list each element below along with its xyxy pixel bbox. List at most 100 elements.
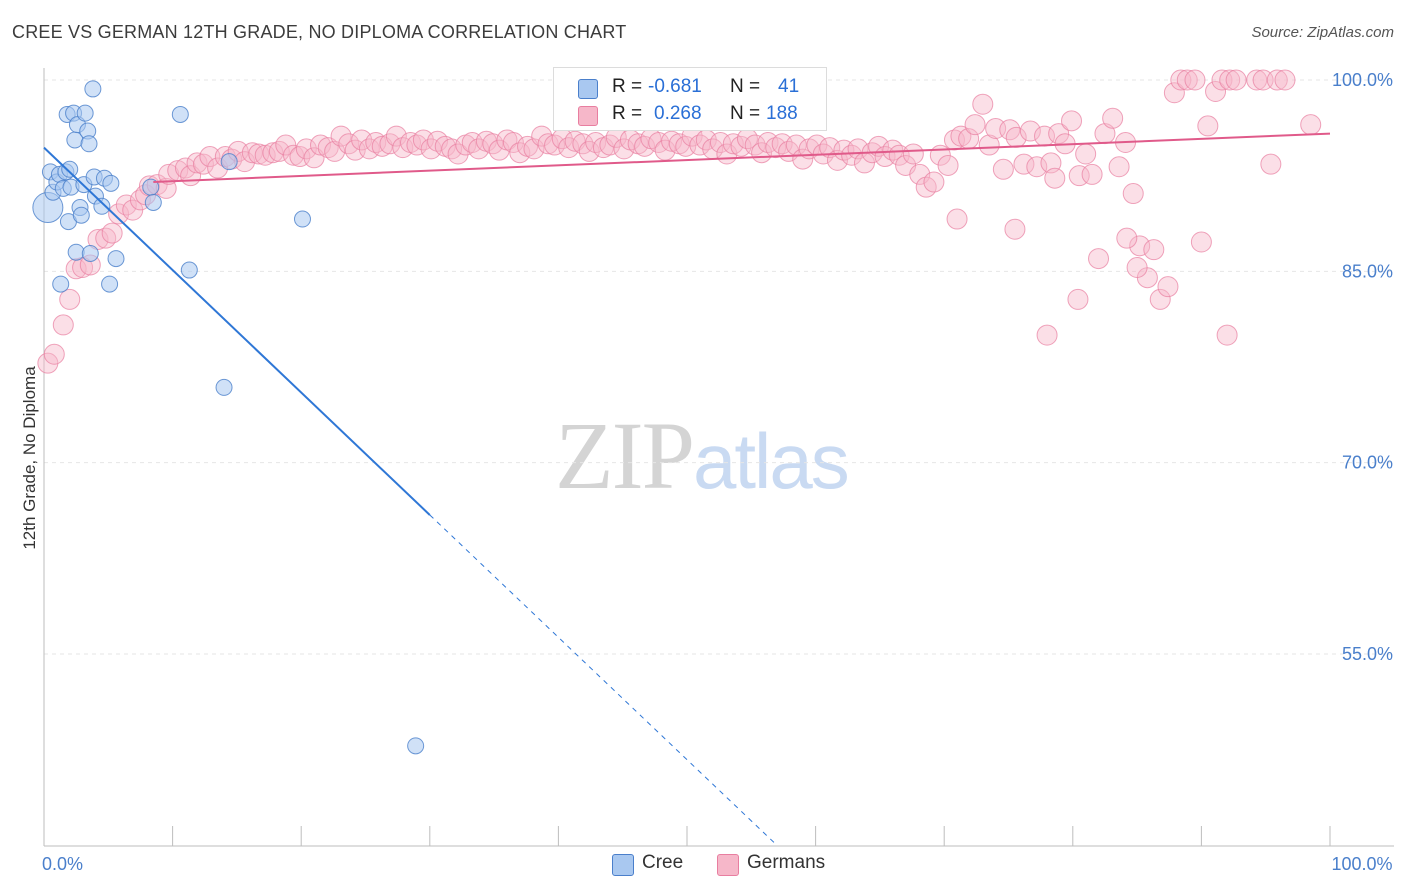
german-point xyxy=(722,133,744,155)
cree-point xyxy=(52,275,70,293)
cree-point xyxy=(171,105,189,123)
german-point xyxy=(1274,69,1296,91)
german-point xyxy=(523,138,545,160)
german-point xyxy=(338,133,360,155)
german-point xyxy=(1061,110,1083,132)
german-point xyxy=(1048,123,1070,145)
germans-swatch xyxy=(578,106,598,126)
y-tick-label: 70.0% xyxy=(1342,453,1393,473)
german-point xyxy=(1122,183,1144,205)
german-point xyxy=(1004,218,1026,240)
cree-point xyxy=(144,193,162,211)
cree-point xyxy=(67,243,85,261)
german-point xyxy=(330,125,352,147)
german-point xyxy=(59,288,81,310)
cree-point xyxy=(407,737,425,755)
cree-point xyxy=(93,197,111,215)
legend-row-cree: R = -0.681 N = 41 xyxy=(554,73,826,101)
cree-r-label: R = xyxy=(612,76,643,97)
german-point xyxy=(1044,167,1066,189)
german-point xyxy=(358,138,380,160)
cree-point xyxy=(61,160,79,178)
cree-point xyxy=(180,261,198,279)
source-label: Source: ZipAtlas.com xyxy=(1251,24,1394,41)
german-point xyxy=(923,171,945,193)
bottom-germans-label: Germans xyxy=(747,852,826,873)
cree-point xyxy=(80,135,98,153)
german-point xyxy=(1036,324,1058,346)
german-point xyxy=(282,144,304,166)
correlation-legend: R = -0.681 N = 41 R = 0.268 N = 188 xyxy=(553,67,827,131)
german-point xyxy=(351,129,373,151)
german-point xyxy=(1116,227,1138,249)
german-point xyxy=(1126,257,1148,279)
german-point xyxy=(101,222,123,244)
cree-trend-extension xyxy=(429,514,778,846)
legend-row-germans: R = 0.268 N = 188 xyxy=(554,100,826,128)
x-tick-label: 100.0% xyxy=(1331,854,1392,874)
cree-points xyxy=(32,80,425,755)
german-point xyxy=(1246,69,1268,91)
german-point xyxy=(937,154,959,176)
x-tick-label: 0.0% xyxy=(42,854,83,874)
german-point xyxy=(826,149,848,171)
german-point xyxy=(385,125,407,147)
axis-layer xyxy=(43,68,1394,847)
german-point xyxy=(902,143,924,165)
german-point xyxy=(1225,69,1247,91)
german-point xyxy=(468,138,490,160)
german-point xyxy=(1149,288,1171,310)
german-point xyxy=(262,142,284,164)
cree-point xyxy=(101,275,119,293)
german-point xyxy=(52,314,74,336)
german-point xyxy=(1026,156,1048,178)
german-point xyxy=(1088,248,1110,270)
german-point xyxy=(309,134,331,156)
cree-trend-line xyxy=(43,146,431,516)
german-point xyxy=(1108,156,1130,178)
german-point xyxy=(371,135,393,157)
watermark-atlas: atlas xyxy=(693,417,850,505)
y-axis-label: 12th Grade, No Diploma xyxy=(20,366,39,550)
german-point xyxy=(1081,163,1103,185)
german-point xyxy=(502,132,524,154)
german-point xyxy=(199,146,221,168)
cree-point xyxy=(81,244,99,262)
german-point xyxy=(558,137,580,159)
bottom-germans-swatch xyxy=(717,854,739,876)
german-point xyxy=(1163,82,1185,104)
german-point xyxy=(765,137,787,159)
german-point xyxy=(1075,143,1097,165)
german-point xyxy=(978,134,1000,156)
german-point xyxy=(972,93,994,115)
german-point xyxy=(819,137,841,159)
trend-layer xyxy=(43,132,1331,846)
german-point xyxy=(254,144,276,166)
chart-title: CREE VS GERMAN 12TH GRADE, NO DIPLOMA CO… xyxy=(12,22,627,42)
german-point xyxy=(186,152,208,174)
german-point xyxy=(992,158,1014,180)
german-point xyxy=(1216,324,1238,346)
cree-r-value: -0.681 xyxy=(648,76,702,97)
german-point xyxy=(1102,107,1124,129)
bottom-cree-swatch xyxy=(612,854,634,876)
cree-swatch xyxy=(578,79,598,99)
german-point xyxy=(303,147,325,169)
cree-n-label: N = xyxy=(730,76,761,97)
cree-point xyxy=(102,174,120,192)
german-point xyxy=(43,343,65,365)
german-point xyxy=(1205,80,1227,102)
cree-point xyxy=(220,153,238,171)
watermark: ZIPatlas xyxy=(555,400,850,511)
y-tick-label: 100.0% xyxy=(1332,70,1393,90)
cree-point xyxy=(215,378,233,396)
germans-n-label: N = xyxy=(730,103,761,124)
german-point xyxy=(1067,288,1089,310)
y-tick-label: 55.0% xyxy=(1342,644,1393,664)
german-point xyxy=(564,130,586,152)
german-point xyxy=(1176,69,1198,91)
y-tick-label: 85.0% xyxy=(1342,261,1393,281)
cree-point xyxy=(72,206,90,224)
cree-point xyxy=(107,250,125,268)
